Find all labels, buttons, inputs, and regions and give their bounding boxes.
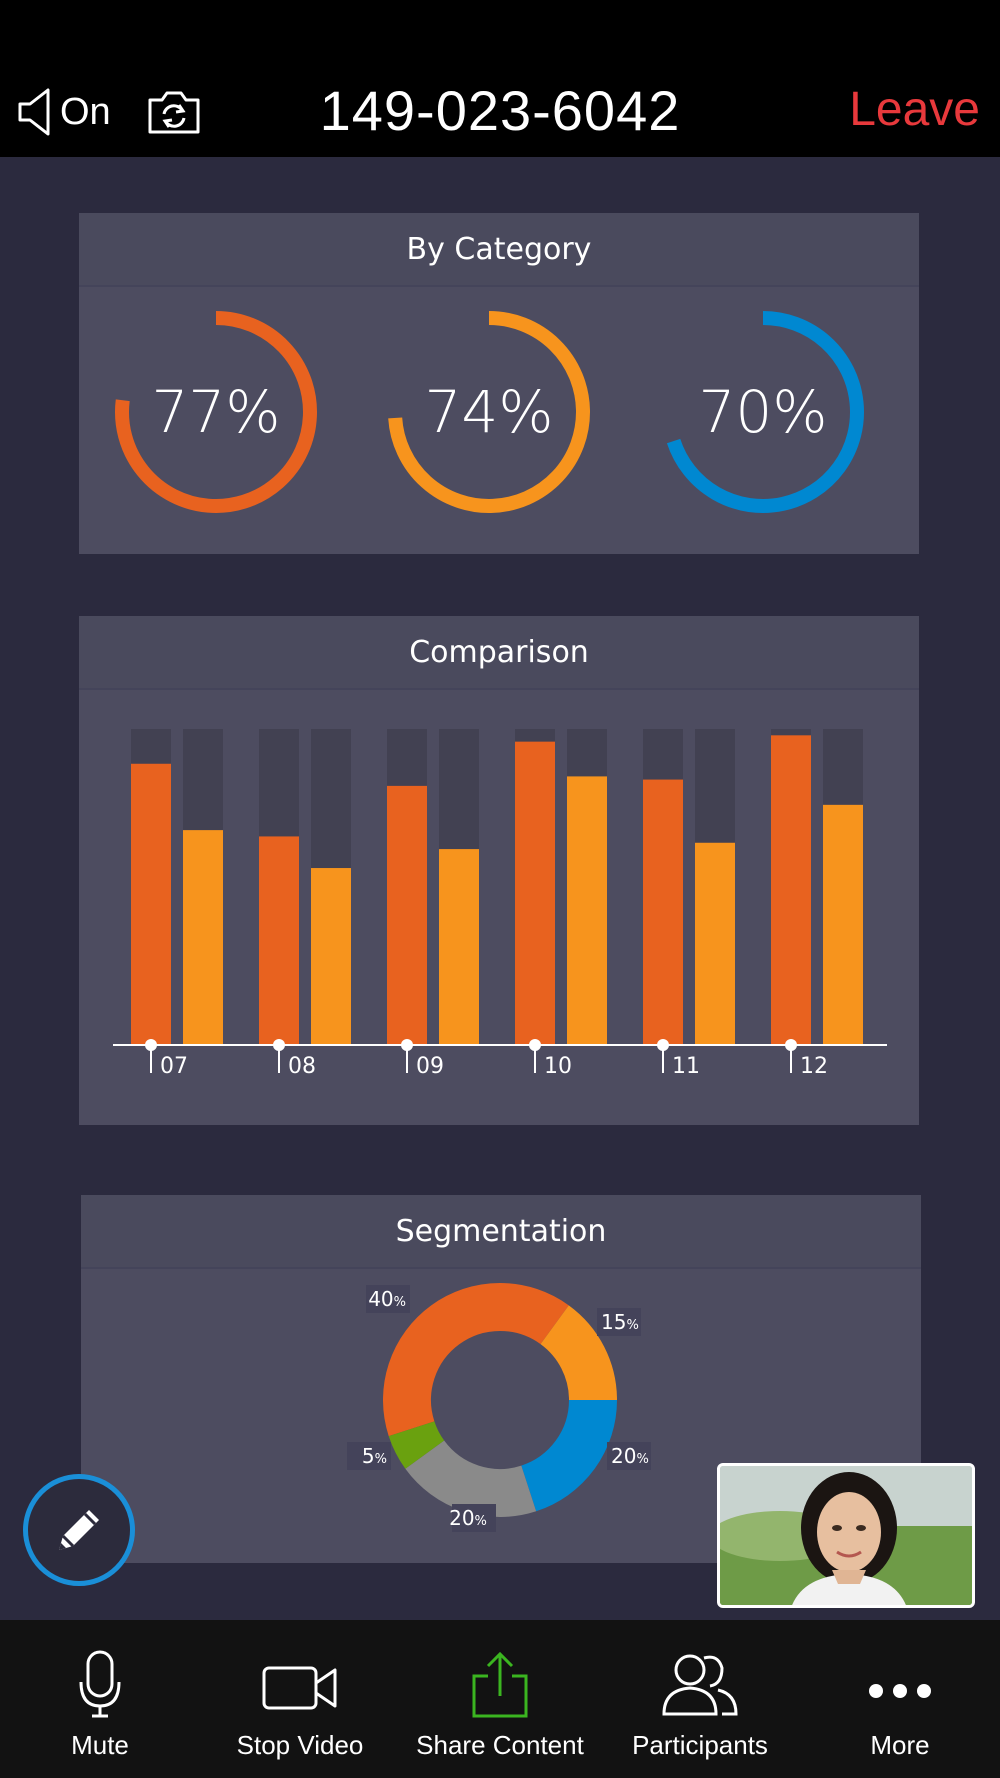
share-content-label: Share Content bbox=[416, 1730, 584, 1760]
mute-button[interactable]: Mute bbox=[0, 1620, 200, 1778]
slice-label-bg bbox=[597, 1308, 641, 1336]
gauge-value-label: 70% bbox=[699, 378, 828, 446]
switch-camera-icon bbox=[148, 91, 200, 134]
donut-slice bbox=[539, 1305, 617, 1401]
slice-label-bg bbox=[607, 1442, 651, 1470]
x-tick-label: 11 bbox=[672, 1054, 700, 1079]
x-tick-label: 07 bbox=[160, 1054, 188, 1079]
slice-label: 20% bbox=[611, 1444, 649, 1468]
gauge-value-label: 77% bbox=[152, 378, 281, 446]
participant-thumbnail bbox=[720, 1466, 972, 1605]
pencil-icon bbox=[59, 1510, 99, 1550]
participants-icon bbox=[662, 1654, 738, 1716]
donut-slice bbox=[405, 1439, 537, 1517]
gauge-arc bbox=[388, 311, 590, 513]
video-camera-icon bbox=[262, 1666, 337, 1710]
bar bbox=[131, 763, 171, 1045]
comparison-bar-chart: 07 08 09 10 11 12 bbox=[113, 729, 887, 1079]
bar bbox=[439, 849, 479, 1045]
slice-label: 5% bbox=[362, 1444, 387, 1468]
mute-label: Mute bbox=[71, 1730, 129, 1760]
leave-button[interactable]: Leave bbox=[849, 83, 980, 136]
bar bbox=[387, 785, 427, 1045]
segmentation-donut-chart: 40% 15% 20% 20% 5% bbox=[347, 1283, 651, 1532]
participant-video-thumbnail[interactable] bbox=[717, 1463, 975, 1608]
speaker-icon bbox=[18, 88, 50, 136]
meeting-top-bar: On 149-023-6042 Leave bbox=[0, 0, 1000, 157]
slice-label: 15% bbox=[601, 1310, 639, 1334]
panel-title: Segmentation bbox=[81, 1195, 921, 1269]
stop-video-button[interactable]: Stop Video bbox=[200, 1620, 400, 1778]
more-icon bbox=[869, 1684, 931, 1698]
meeting-toolbar: Mute Stop Video Share Content Participan… bbox=[0, 1620, 1000, 1778]
x-tick-label: 08 bbox=[288, 1054, 316, 1079]
microphone-icon bbox=[79, 1650, 121, 1718]
bar bbox=[311, 868, 351, 1045]
gauge-arc bbox=[115, 311, 317, 513]
share-content-button[interactable]: Share Content bbox=[400, 1620, 600, 1778]
gauge-value-label: 74% bbox=[425, 378, 554, 446]
audio-status-label: On bbox=[60, 90, 111, 133]
slice-label-bg bbox=[366, 1285, 410, 1313]
share-icon bbox=[472, 1651, 528, 1718]
bar bbox=[183, 830, 223, 1045]
x-tick-label: 10 bbox=[544, 1054, 572, 1079]
more-label: More bbox=[870, 1730, 930, 1760]
participants-label: Participants bbox=[632, 1730, 768, 1760]
category-panel: By Category 77% 74% 70% bbox=[79, 213, 919, 554]
slice-label: 40% bbox=[368, 1287, 406, 1311]
donut-slice bbox=[388, 1420, 445, 1469]
donut-slice bbox=[520, 1399, 617, 1512]
bar bbox=[643, 779, 683, 1045]
annotate-button[interactable] bbox=[23, 1474, 135, 1586]
x-tick-label: 09 bbox=[416, 1054, 444, 1079]
slice-label-bg bbox=[452, 1504, 496, 1532]
bar bbox=[695, 842, 735, 1045]
panel-title: Comparison bbox=[79, 616, 919, 690]
bar bbox=[823, 804, 863, 1045]
comparison-panel: Comparison 07 08 09 10 11 12 bbox=[79, 616, 919, 1125]
slice-label: 20% bbox=[449, 1506, 487, 1530]
bar bbox=[515, 741, 555, 1045]
category-gauges-chart: 77% 74% 70% bbox=[115, 311, 864, 513]
slice-label-bg bbox=[347, 1442, 391, 1470]
bar bbox=[259, 836, 299, 1045]
more-button[interactable]: More bbox=[800, 1620, 1000, 1778]
audio-toggle-button[interactable]: On bbox=[18, 86, 111, 138]
gauge-arc bbox=[666, 311, 864, 513]
bar bbox=[567, 776, 607, 1045]
bar bbox=[771, 735, 811, 1045]
x-tick-label: 12 bbox=[800, 1054, 828, 1079]
meeting-id: 149-023-6042 bbox=[319, 79, 681, 142]
participants-button[interactable]: Participants bbox=[600, 1620, 800, 1778]
donut-slice bbox=[383, 1283, 569, 1437]
switch-camera-button[interactable] bbox=[146, 88, 202, 136]
stop-video-label: Stop Video bbox=[236, 1730, 364, 1760]
panel-title: By Category bbox=[79, 213, 919, 287]
